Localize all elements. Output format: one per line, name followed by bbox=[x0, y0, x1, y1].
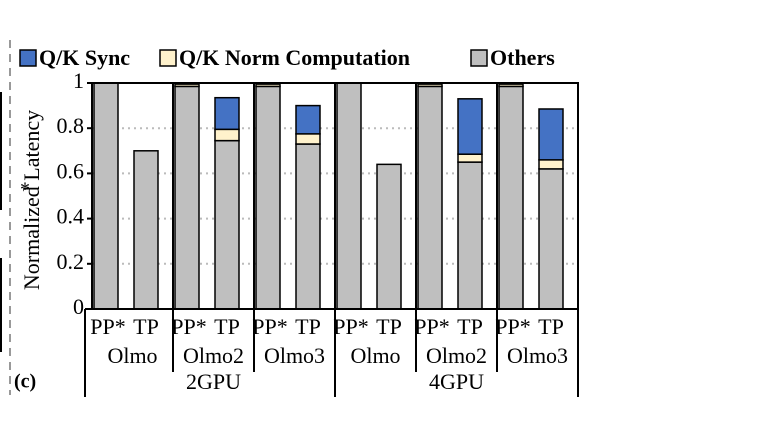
x-tick-label: PP* bbox=[171, 314, 206, 339]
bar-segment bbox=[174, 83, 200, 88]
x-tick-label: PP* bbox=[252, 314, 287, 339]
group-label: Olmo3 bbox=[507, 343, 568, 368]
bar-segment bbox=[214, 128, 240, 142]
bar-segment bbox=[538, 168, 564, 310]
y-tick-label: 0.4 bbox=[57, 204, 85, 229]
bar-segment bbox=[214, 139, 240, 310]
supergroup-label: 4GPU bbox=[429, 369, 484, 394]
legend-swatch bbox=[19, 49, 37, 67]
x-tick-label: TP bbox=[376, 314, 402, 339]
bar-segment bbox=[538, 108, 564, 161]
bar-segment bbox=[93, 82, 119, 310]
bar-segment bbox=[336, 82, 362, 310]
bar-segment bbox=[214, 96, 240, 131]
group-label: Olmo2 bbox=[183, 343, 244, 368]
bar-segment bbox=[538, 159, 564, 170]
bar-segment bbox=[295, 143, 321, 310]
legend-swatch bbox=[159, 49, 177, 67]
supergroup-label: 2GPU bbox=[186, 369, 241, 394]
group-label: Olmo bbox=[107, 343, 157, 368]
bar-segment bbox=[417, 83, 443, 88]
x-tick-label: PP* bbox=[414, 314, 449, 339]
bar-segment bbox=[457, 153, 483, 163]
bar-segment bbox=[498, 85, 524, 310]
x-tick-label: PP* bbox=[495, 314, 530, 339]
legend-text: Q/K Norm Computation bbox=[179, 45, 410, 70]
y-tick-label: 0.8 bbox=[57, 113, 85, 138]
bar-segment bbox=[457, 98, 483, 155]
group-label: Olmo2 bbox=[426, 343, 487, 368]
bar-segment bbox=[255, 85, 281, 310]
x-tick-label: TP bbox=[133, 314, 159, 339]
x-tick-label: TP bbox=[457, 314, 483, 339]
annotation: * bbox=[20, 179, 30, 201]
bar-segment bbox=[376, 163, 402, 310]
bar-segment bbox=[255, 83, 281, 88]
legend-text: Q/K Sync bbox=[39, 45, 130, 70]
x-tick-label: TP bbox=[295, 314, 321, 339]
legend-swatch bbox=[470, 49, 488, 67]
panel-label: (c) bbox=[14, 371, 36, 393]
y-tick-label: 1 bbox=[73, 68, 84, 93]
bar-segment bbox=[457, 161, 483, 310]
y-tick-label: 0 bbox=[73, 294, 84, 319]
bar-segment bbox=[498, 83, 524, 88]
legend-text: Others bbox=[490, 45, 555, 70]
x-tick-label: PP* bbox=[333, 314, 368, 339]
y-axis-label: Normalized Latency bbox=[19, 110, 44, 290]
bar-segment bbox=[295, 133, 321, 145]
group-label: Olmo bbox=[350, 343, 400, 368]
y-tick-label: 0.2 bbox=[57, 249, 85, 274]
bar-segment bbox=[174, 85, 200, 310]
x-tick-label: TP bbox=[214, 314, 240, 339]
bar-segment bbox=[133, 150, 159, 310]
x-tick-label: TP bbox=[538, 314, 564, 339]
x-tick-label: PP* bbox=[90, 314, 125, 339]
bar-segment bbox=[295, 104, 321, 135]
group-label: Olmo3 bbox=[264, 343, 325, 368]
y-tick-label: 0.6 bbox=[57, 158, 85, 183]
bar-segment bbox=[417, 85, 443, 310]
